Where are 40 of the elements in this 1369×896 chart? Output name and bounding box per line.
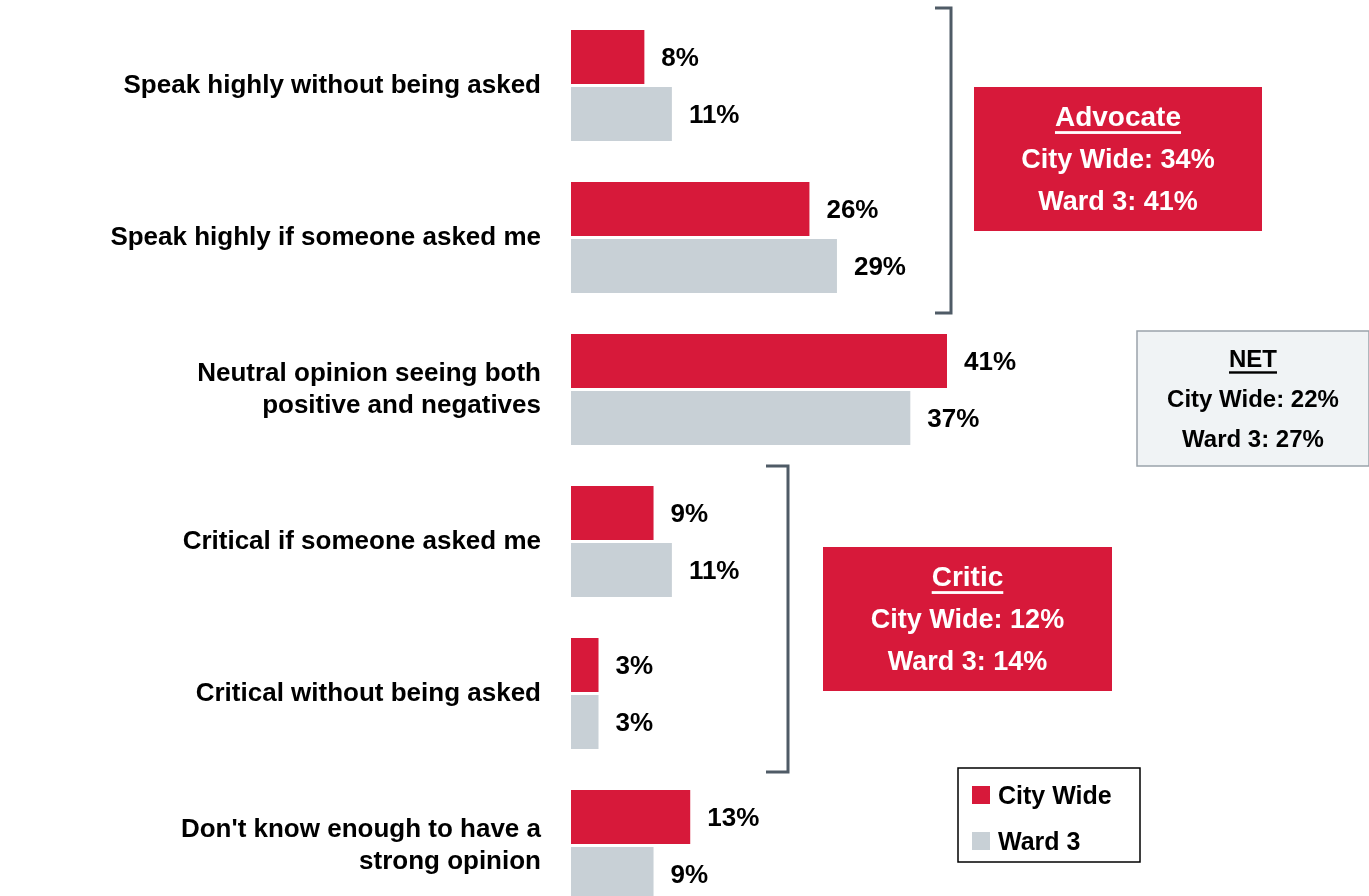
data-label: 37%	[927, 403, 980, 433]
data-label: 11%	[688, 99, 740, 129]
text: City Wide: 22%	[1167, 385, 1339, 412]
data-label: 3%	[615, 650, 654, 680]
text: Ward 3: 27%	[1182, 424, 1324, 452]
bar	[571, 638, 599, 692]
bar	[571, 391, 911, 445]
data-label: 9%	[670, 498, 709, 528]
text: City Wide: 34%	[1021, 144, 1215, 174]
text: NET	[1229, 345, 1278, 373]
annotation: Critic	[931, 561, 1004, 593]
y-tick-label: Neutral opinion seeing both positive and negatives	[197, 357, 541, 419]
bar	[571, 695, 599, 749]
bar	[571, 334, 947, 388]
bar	[571, 486, 654, 540]
bar	[571, 30, 645, 84]
annotation: Ward 3: 14%	[887, 646, 1048, 677]
data-label: 3%	[615, 707, 654, 737]
bar	[571, 543, 672, 597]
legend-label: City Wide	[998, 781, 1112, 809]
legend-label: Ward 3	[998, 827, 1081, 855]
data-label: 41%	[964, 346, 1017, 376]
data-label: 13%	[707, 802, 760, 832]
bar	[571, 790, 691, 844]
y-tick-label: Critical without being asked	[195, 677, 541, 707]
y-tick-label: Speak highly without being asked	[123, 69, 541, 99]
y-tick-label: Critical if someone asked me	[182, 525, 541, 555]
y-tick-label: Speak highly if someone asked me	[110, 221, 541, 251]
text: Ward 3: 41%	[1038, 186, 1198, 217]
data-label: 26%	[826, 194, 879, 224]
bar	[571, 239, 837, 293]
bar	[571, 87, 672, 141]
data-label: 11%	[688, 555, 740, 585]
y-tick-label: Don't know enough to have a strong opinion	[180, 813, 542, 875]
data-label: 9%	[670, 859, 709, 889]
text: Advocate	[1054, 101, 1182, 133]
data-label: 8%	[661, 42, 699, 72]
bar	[571, 182, 810, 236]
annotation: City Wide: 12%	[870, 604, 1065, 634]
data-label: 29%	[853, 251, 906, 281]
